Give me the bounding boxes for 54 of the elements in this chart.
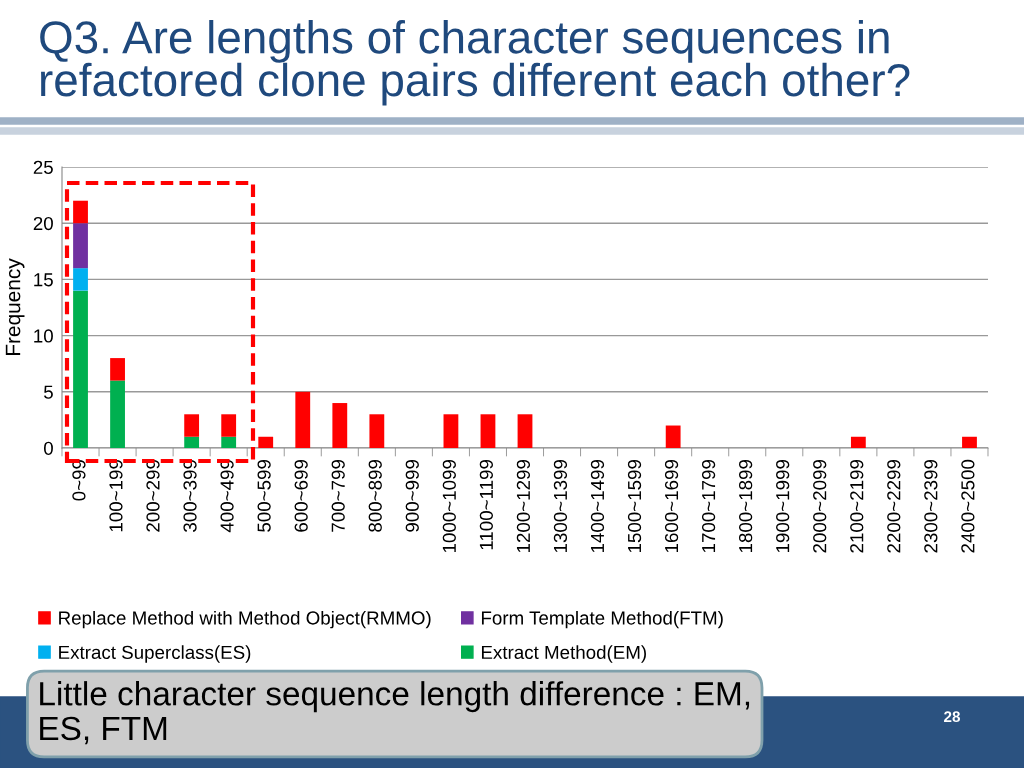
bar: [73, 268, 88, 291]
y-tick-label: 15: [34, 273, 53, 287]
bar: [73, 290, 88, 448]
y-axis-title: Frequency: [5, 258, 25, 355]
x-tick-label: 1300~1399: [553, 459, 568, 553]
y-tick-label: 20: [33, 216, 53, 231]
x-tick-label: 1600~1699: [664, 459, 679, 553]
x-tick-label: 2000~2099: [813, 459, 827, 553]
x-tick-label: 1800~1899: [739, 459, 753, 553]
chart-title: Q3. Are lengths of character sequences in refactored clone pairs different each other?: [40, 20, 910, 106]
bar: [517, 414, 533, 448]
text: Little character sequence length difference : EM, ES, FTM: [40, 681, 750, 745]
y-tick-label: 0: [43, 441, 53, 455]
bar: [73, 200, 88, 224]
legend-label: Extract Superclass(ES): [59, 645, 251, 663]
bar: [221, 414, 237, 437]
legend-label: Extract Method(EM): [481, 645, 646, 663]
x-tick-label: 2300~2399: [924, 459, 938, 553]
x-tick-label: 2200~2299: [887, 459, 901, 553]
bar: [184, 436, 200, 448]
x-tick-label: 1200~1299: [516, 459, 531, 553]
x-tick-label: 2100~2199: [850, 459, 864, 553]
bar: [295, 391, 311, 448]
y-tick-label: 10: [34, 329, 53, 343]
bar: [221, 436, 237, 448]
bar: [962, 436, 977, 448]
bar: [110, 358, 125, 381]
bar: [332, 403, 348, 448]
x-tick-label: 800~899: [368, 459, 382, 532]
x-tick-label: 600~699: [294, 459, 308, 532]
bar: [258, 436, 274, 448]
x-tick-label: 2400~2500: [961, 459, 975, 553]
x-tick-label: 1100~1199: [479, 459, 493, 550]
legend-label: Replace Method with Method Object(RMMO): [59, 610, 431, 629]
bar: [73, 223, 88, 269]
text: 28: [944, 711, 961, 723]
legend-label: Form Template Method(FTM): [481, 610, 723, 629]
bar: [850, 436, 866, 448]
bar: [665, 425, 681, 448]
x-tick-label: 500~599: [257, 459, 271, 532]
x-tick-label: 1500~1599: [627, 459, 642, 553]
bar: [480, 414, 496, 448]
x-tick-label: 700~799: [331, 459, 345, 532]
y-tick-label: 25: [33, 160, 53, 174]
bar: [184, 414, 200, 437]
x-tick-label: 1900~1999: [776, 459, 790, 553]
bar: [369, 414, 385, 448]
x-tick-label: 1400~1499: [590, 459, 605, 553]
x-tick-label: 900~999: [405, 459, 419, 532]
bar: [443, 414, 459, 448]
x-tick-label: 1000~1099: [442, 459, 456, 553]
y-tick-label: 5: [43, 385, 53, 399]
bar: [110, 380, 125, 448]
x-tick-label: 1700~1799: [701, 459, 716, 553]
